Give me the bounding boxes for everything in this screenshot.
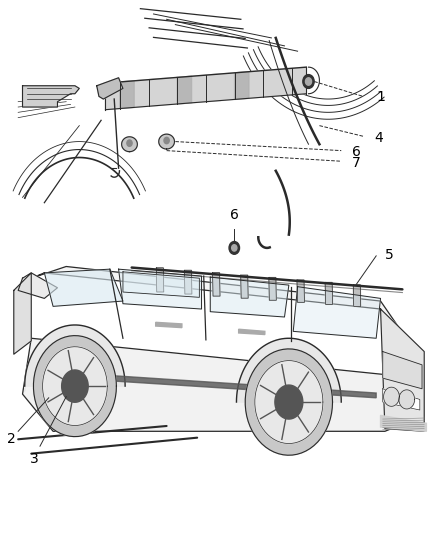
Polygon shape — [269, 278, 276, 300]
Polygon shape — [159, 134, 174, 149]
Polygon shape — [353, 285, 361, 306]
Polygon shape — [245, 349, 332, 455]
Circle shape — [305, 78, 311, 85]
Polygon shape — [381, 415, 426, 431]
Polygon shape — [237, 338, 341, 402]
Polygon shape — [184, 270, 192, 294]
Polygon shape — [18, 273, 57, 298]
Polygon shape — [383, 389, 420, 410]
Polygon shape — [255, 361, 323, 443]
Circle shape — [303, 75, 314, 88]
Polygon shape — [122, 137, 138, 152]
Polygon shape — [297, 280, 304, 302]
Circle shape — [229, 241, 240, 254]
Text: 5: 5 — [385, 248, 394, 262]
Polygon shape — [97, 78, 123, 99]
Polygon shape — [119, 269, 201, 309]
Polygon shape — [25, 325, 125, 391]
Polygon shape — [239, 329, 265, 335]
Polygon shape — [210, 277, 289, 317]
Circle shape — [164, 138, 169, 144]
Polygon shape — [106, 67, 306, 110]
Polygon shape — [22, 86, 79, 107]
Polygon shape — [123, 272, 199, 297]
Polygon shape — [110, 375, 376, 398]
Polygon shape — [120, 81, 134, 109]
Polygon shape — [275, 385, 303, 419]
Polygon shape — [155, 322, 182, 328]
Polygon shape — [381, 309, 424, 431]
Polygon shape — [177, 76, 191, 104]
Circle shape — [127, 140, 132, 147]
Text: 6: 6 — [352, 144, 361, 159]
Polygon shape — [33, 336, 117, 437]
Polygon shape — [22, 338, 424, 431]
Polygon shape — [293, 287, 381, 338]
Polygon shape — [31, 266, 416, 352]
Polygon shape — [241, 275, 248, 298]
Polygon shape — [235, 72, 249, 100]
Text: 6: 6 — [230, 208, 239, 222]
Polygon shape — [156, 268, 164, 292]
Polygon shape — [383, 352, 422, 389]
Polygon shape — [62, 370, 88, 402]
Circle shape — [399, 390, 415, 409]
Polygon shape — [42, 347, 107, 425]
Text: 1: 1 — [376, 91, 385, 104]
Polygon shape — [14, 273, 31, 354]
Polygon shape — [212, 273, 220, 296]
Text: 2: 2 — [7, 432, 16, 446]
Text: 7: 7 — [352, 156, 361, 170]
Circle shape — [232, 245, 237, 251]
Polygon shape — [263, 69, 278, 97]
Polygon shape — [148, 78, 163, 106]
Circle shape — [384, 387, 399, 406]
Text: 3: 3 — [30, 451, 39, 465]
Polygon shape — [206, 74, 220, 102]
Polygon shape — [44, 269, 123, 306]
Polygon shape — [325, 282, 332, 304]
Text: 4: 4 — [374, 131, 383, 145]
